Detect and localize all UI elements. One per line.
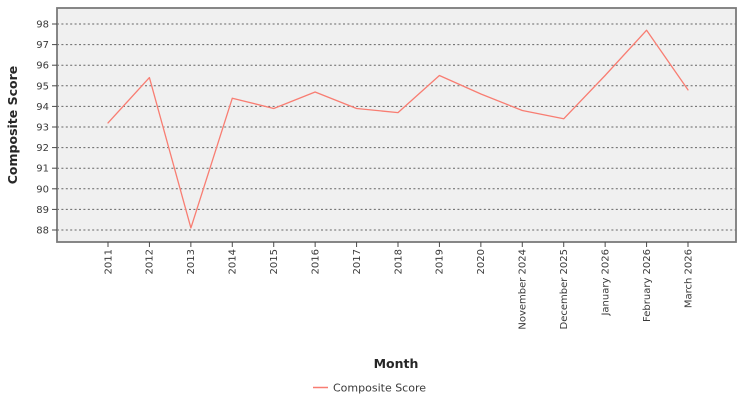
y-tick-label: 90 — [36, 184, 49, 195]
legend-label: Composite Score — [333, 382, 426, 395]
x-tick-label: 2016 — [310, 249, 321, 274]
composite-score-line — [107, 29, 689, 229]
y-axis-title: Composite Score — [5, 66, 20, 185]
x-tick-label: 2017 — [352, 249, 363, 274]
y-tick-label: 95 — [36, 81, 49, 92]
x-tick-label: December 2025 — [559, 249, 570, 329]
y-tick-label: 97 — [36, 40, 49, 51]
x-tick-label: 2011 — [103, 249, 114, 274]
x-tick-label: 2012 — [145, 249, 156, 274]
y-tick-label: 96 — [36, 61, 49, 72]
x-tick-label: February 2026 — [642, 249, 653, 322]
y-tick-label: 93 — [36, 123, 49, 134]
x-tick-label: 2015 — [269, 249, 280, 274]
y-tick-label: 91 — [36, 164, 49, 175]
y-tick-label: 92 — [36, 143, 49, 154]
axis-ticks — [52, 23, 689, 247]
y-tick-label: 94 — [36, 102, 49, 113]
x-tick-label: 2020 — [476, 249, 487, 274]
plot-panel — [57, 8, 736, 242]
x-tick-label: 2018 — [393, 249, 404, 274]
y-tick-labels: 88 89 90 91 92 93 94 95 96 97 98 — [36, 20, 49, 237]
x-tick-label: March 2026 — [683, 249, 694, 308]
legend: Composite Score — [313, 382, 426, 395]
x-tick-labels: 2011 2012 2013 2014 2015 2016 2017 2018 2019 2020… — [103, 249, 694, 330]
plot-panel-border — [56, 7, 737, 243]
x-tick-label: 2013 — [186, 249, 197, 274]
y-tick-label: 88 — [36, 226, 49, 237]
x-tick-label: 2014 — [228, 249, 239, 274]
y-tick-label: 89 — [36, 205, 49, 216]
y-tick-label: 98 — [36, 20, 49, 31]
gridlines — [57, 23, 736, 231]
x-tick-label: November 2024 — [518, 249, 529, 330]
x-axis-title: Month — [374, 356, 419, 371]
x-tick-label: 2019 — [435, 249, 446, 274]
x-tick-label: January 2026 — [600, 249, 611, 317]
data-series-layer — [107, 29, 689, 229]
